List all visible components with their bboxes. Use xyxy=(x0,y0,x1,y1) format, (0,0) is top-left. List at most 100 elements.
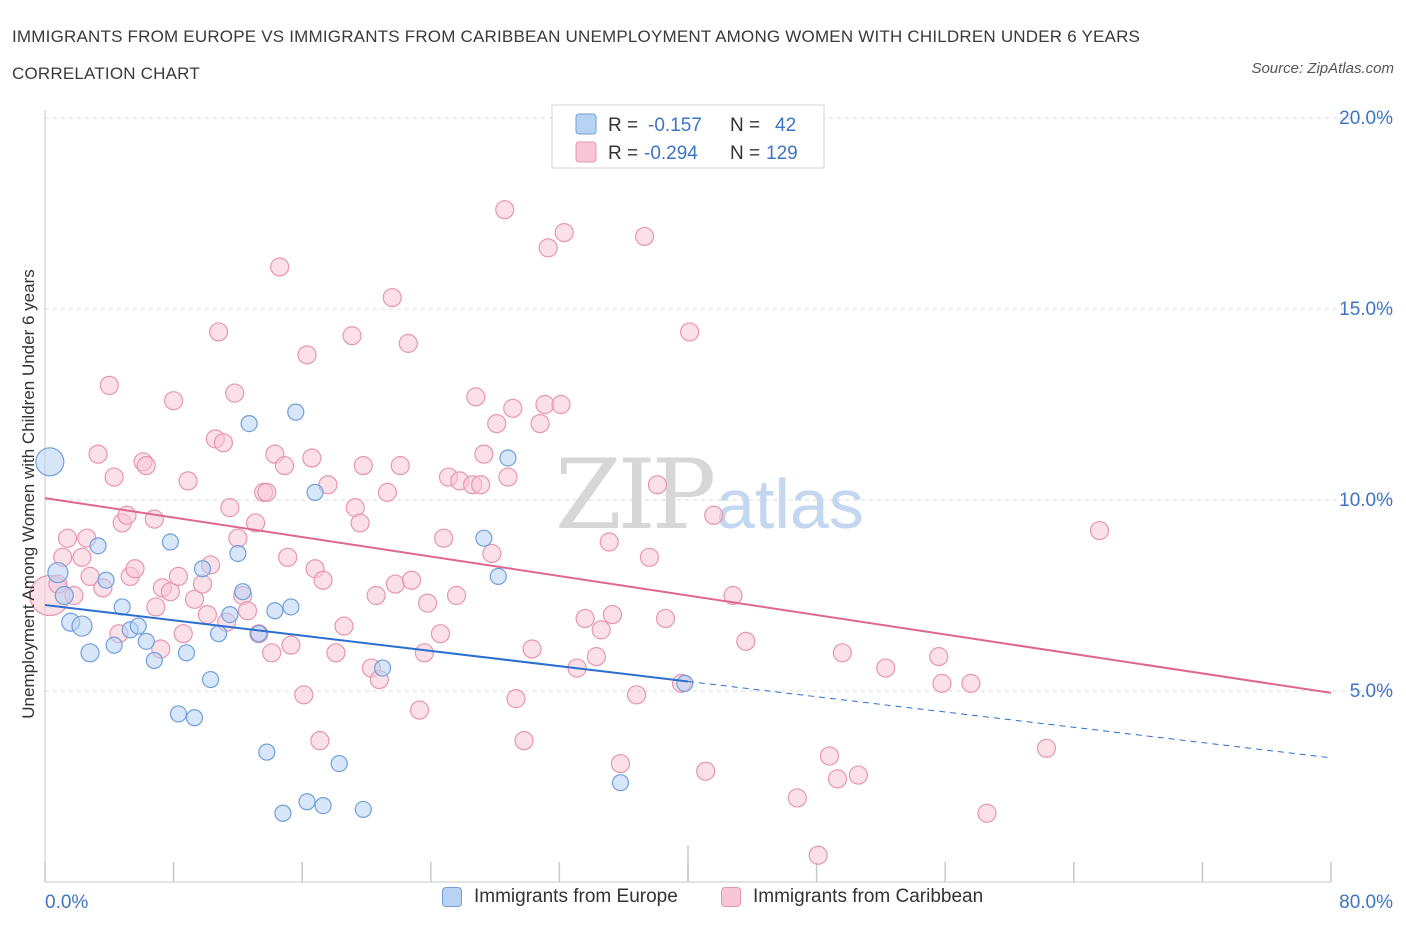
caribbean-point xyxy=(538,238,558,258)
europe-point xyxy=(229,544,247,563)
caribbean-point xyxy=(377,482,397,502)
trend-lines xyxy=(44,497,1332,759)
x-tick-label: 0.0% xyxy=(45,892,88,913)
europe-point xyxy=(611,774,630,792)
caribbean-point xyxy=(819,746,840,766)
caribbean-point xyxy=(99,375,119,395)
europe-point xyxy=(234,583,252,601)
caribbean-point xyxy=(220,498,240,518)
tick-labels: 5.0% 10.0% 15.0% 20.0% 0.0% 80.0% xyxy=(45,108,1393,913)
caribbean-point xyxy=(326,643,346,663)
europe-point xyxy=(274,804,292,822)
caribbean-point xyxy=(274,456,295,476)
legend-europe-n-label: N = xyxy=(730,115,760,136)
europe-point xyxy=(169,705,188,723)
caribbean-point xyxy=(704,505,724,525)
caribbean-point xyxy=(482,543,502,564)
caribbean-points xyxy=(29,200,1110,865)
caribbean-point xyxy=(160,582,180,602)
caribbean-point xyxy=(530,414,550,434)
legend-item-europe: Immigrants from Europe xyxy=(442,886,678,908)
legend-swatch-europe xyxy=(442,887,462,907)
caribbean-point xyxy=(398,333,418,353)
caribbean-point xyxy=(213,433,234,453)
europe-point xyxy=(97,571,115,589)
caribbean-point xyxy=(313,570,333,590)
caribbean-point xyxy=(353,456,373,476)
caribbean-point xyxy=(297,345,317,365)
caribbean-point xyxy=(586,647,606,667)
caribbean-point xyxy=(787,788,807,808)
caribbean-point xyxy=(350,513,370,533)
y-tick-label: 5.0% xyxy=(1350,681,1393,702)
caribbean-point xyxy=(498,467,518,487)
legend-bottom: Immigrants from Europe Immigrants from C… xyxy=(0,886,1406,918)
legend-europe-n-value: 42 xyxy=(775,115,796,136)
caribbean-point xyxy=(723,585,743,606)
caribbean-point xyxy=(554,223,574,243)
caribbean-point xyxy=(228,528,248,548)
europe-point xyxy=(489,567,507,586)
caribbean-point xyxy=(932,673,952,693)
europe-point xyxy=(89,537,107,555)
europe-point xyxy=(676,674,694,692)
caribbean-point xyxy=(514,731,534,751)
y-tick-label: 10.0% xyxy=(1339,490,1393,511)
caribbean-point xyxy=(72,547,92,567)
caribbean-point xyxy=(430,624,451,644)
europe-point xyxy=(306,483,324,501)
chart-title: IMMIGRANTS FROM EUROPE VS IMMIGRANTS FRO… xyxy=(12,27,1141,83)
caribbean-point xyxy=(506,689,526,709)
legend-europe-r-label: R = xyxy=(608,115,638,136)
europe-point xyxy=(177,644,196,662)
caribbean-point xyxy=(610,753,631,774)
x-tick-label: 80.0% xyxy=(1339,892,1393,913)
y-tick-label: 20.0% xyxy=(1339,108,1393,129)
caribbean-point xyxy=(535,394,555,415)
caribbean-point xyxy=(466,387,486,407)
caribbean-point xyxy=(178,471,198,491)
caribbean-point xyxy=(168,566,189,587)
europe-point xyxy=(250,625,268,643)
caribbean-point xyxy=(736,631,756,651)
europe-point xyxy=(35,447,65,477)
legend-caribbean-r-label: R = xyxy=(608,143,638,164)
caribbean-point xyxy=(602,604,623,625)
caribbean-point xyxy=(876,658,896,678)
caribbean-point xyxy=(278,547,298,567)
caribbean-point xyxy=(390,456,410,476)
caribbean-point xyxy=(125,559,145,579)
europe-point xyxy=(54,585,74,606)
caribbean-point xyxy=(827,769,848,789)
europe-point xyxy=(145,651,163,670)
legend-item-caribbean: Immigrants from Caribbean xyxy=(721,886,983,908)
legend-caribbean-swatch xyxy=(575,141,597,163)
caribbean-point xyxy=(522,639,542,659)
caribbean-point xyxy=(184,589,205,609)
caribbean-point xyxy=(446,585,467,606)
caribbean-point xyxy=(366,585,386,606)
caribbean-point xyxy=(639,547,660,567)
europe-point xyxy=(373,659,392,677)
caribbean-point xyxy=(655,608,676,629)
caribbean-point xyxy=(294,685,314,705)
europe-point xyxy=(221,605,239,624)
europe-point xyxy=(499,449,517,467)
europe-point xyxy=(240,415,258,433)
source-label: Source: ZipAtlas.com xyxy=(1251,60,1394,77)
y-axis-label: Unemployment Among Women with Children U… xyxy=(19,269,38,718)
legend-caribbean-r-value: -0.294 xyxy=(644,143,698,164)
europe-point xyxy=(161,533,179,551)
legend-caribbean-n-value: 129 xyxy=(766,143,798,164)
caribbean-point xyxy=(257,482,277,502)
europe-point xyxy=(185,709,204,727)
europe-point xyxy=(330,754,348,773)
europe-point xyxy=(298,793,316,811)
caribbean-point xyxy=(57,528,78,548)
axes xyxy=(44,110,1332,883)
caribbean-point xyxy=(302,448,322,468)
caribbean-point xyxy=(680,322,700,342)
caribbean-point xyxy=(136,456,156,476)
caribbean-point xyxy=(225,383,245,403)
europe-point xyxy=(71,615,93,637)
